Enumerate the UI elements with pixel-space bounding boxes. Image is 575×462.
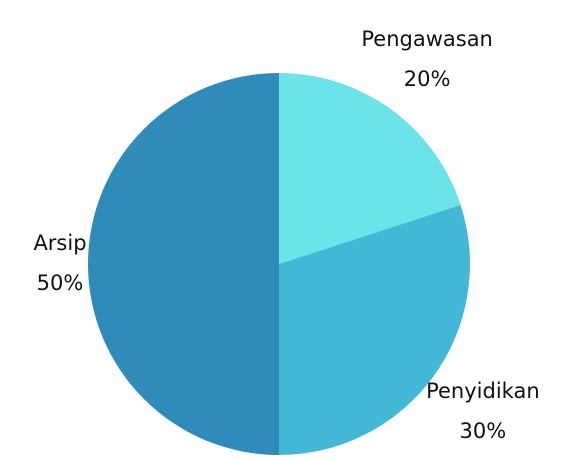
pie-slice: [88, 73, 279, 455]
slice-label: Penyidikan: [426, 379, 540, 403]
slice-label: Pengawasan: [361, 27, 493, 51]
slice-label: Arsip: [33, 231, 86, 255]
slice-value-label: 20%: [404, 67, 451, 91]
pie-slice: [279, 73, 461, 264]
slice-value-label: 50%: [37, 271, 84, 295]
pie-slice: [279, 204, 470, 455]
slice-value-label: 30%: [460, 419, 507, 443]
